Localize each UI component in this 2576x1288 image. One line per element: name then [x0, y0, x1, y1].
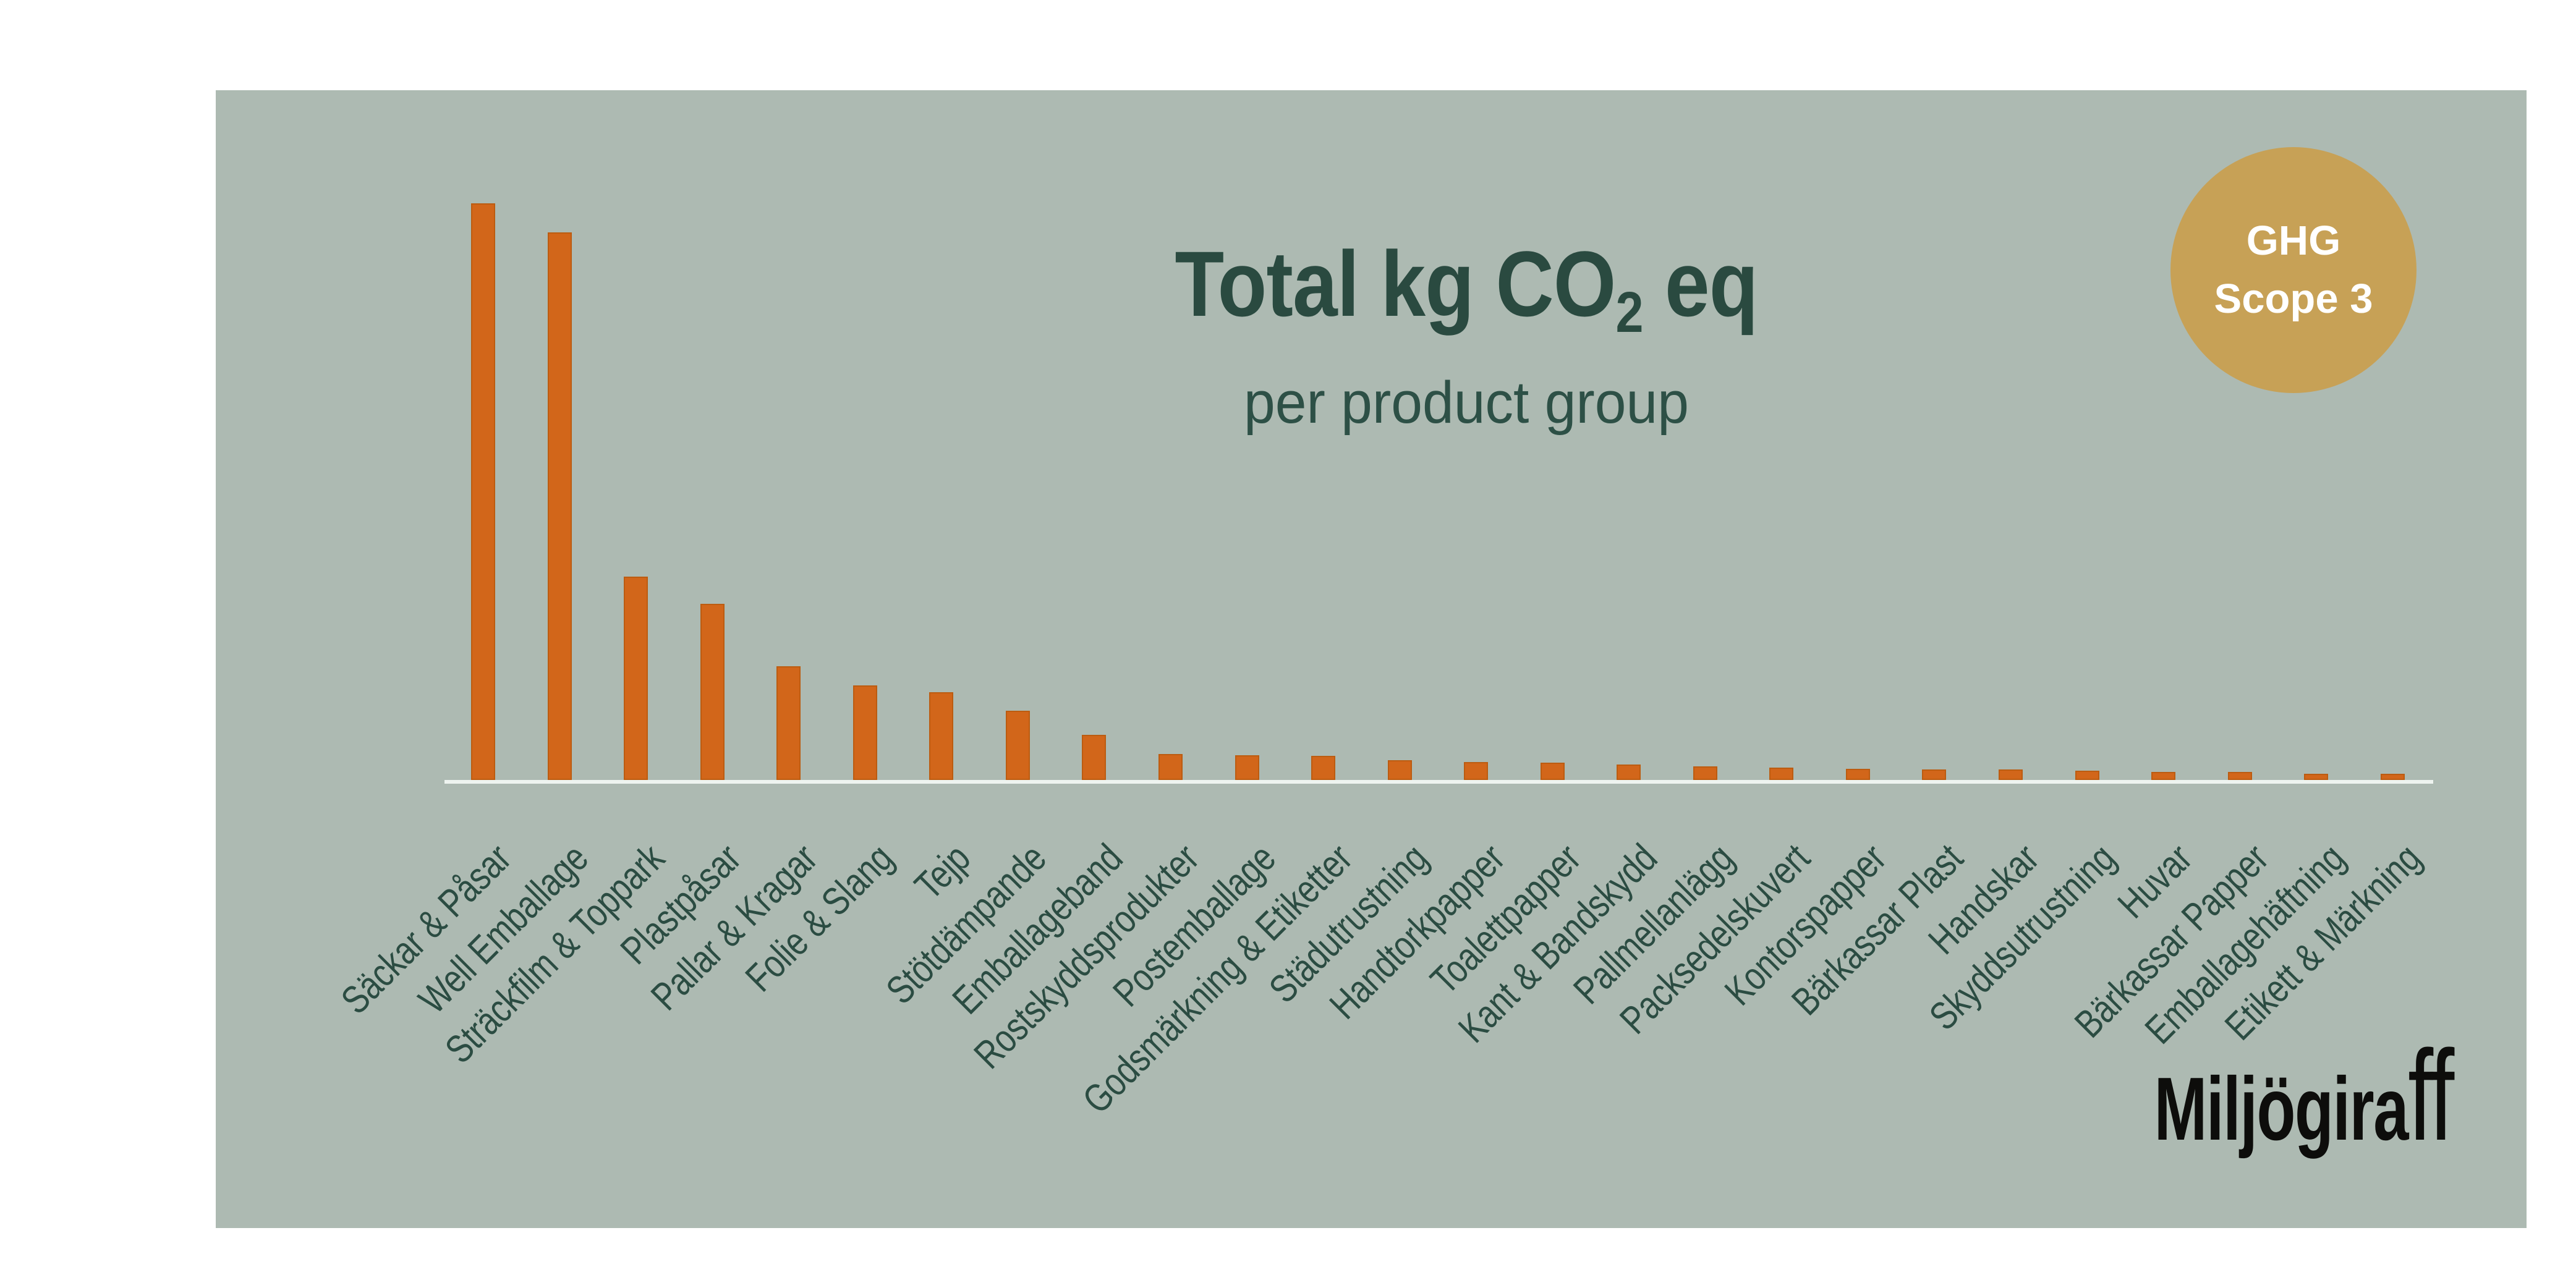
bar	[1769, 768, 1793, 780]
x-axis-label: Pallar & Kragar	[642, 835, 826, 1019]
bar	[1006, 711, 1030, 780]
x-axis-label: Skyddsutrustning	[1920, 835, 2124, 1039]
bar	[1311, 756, 1335, 780]
badge-line-1: GHG	[2246, 218, 2341, 264]
badge-line-2: Scope 3	[2214, 276, 2373, 322]
bar	[624, 577, 648, 780]
bar	[548, 232, 572, 780]
bar	[1999, 769, 2023, 780]
chart-subtitle: per product group	[1244, 370, 1689, 436]
x-axis-label: Godsmärkning & Etiketter	[1074, 835, 1361, 1122]
chart-title-suffix: eq	[1643, 232, 1758, 336]
bar	[1388, 760, 1412, 780]
x-axis-label: Bärkassar Papper	[2065, 835, 2277, 1046]
bar	[1617, 765, 1641, 780]
bar	[2304, 774, 2328, 780]
x-axis-label: Städutrustning	[1260, 835, 1437, 1012]
bar	[471, 203, 495, 780]
bar	[853, 685, 877, 780]
x-axis-label: Toalettpapper	[1422, 835, 1589, 1003]
bar	[2228, 772, 2252, 780]
x-axis-label: Handtorkpapper	[1321, 835, 1513, 1028]
plot-area	[216, 90, 2527, 780]
chart-panel: Säckar & Påsar Well Emballage Sträckfilm &…	[216, 90, 2527, 1228]
x-axis-line	[444, 780, 2433, 784]
chart-title: Total kg CO2 eq	[1175, 237, 1758, 358]
bar	[1922, 769, 1946, 780]
x-axis-label: Bärkassar Plast	[1783, 835, 1971, 1024]
x-axis-label: Handskar	[1919, 835, 2047, 963]
x-axis-label: Sträckfilm & Toppark	[436, 835, 673, 1072]
x-axis-label: Plastpåsar	[611, 835, 749, 973]
x-axis-label: Pallmellanlägg	[1565, 835, 1742, 1013]
bar	[929, 692, 953, 780]
x-axis-label: Säckar & Påsar	[333, 835, 520, 1023]
x-axis-label: Kontorspapper	[1716, 835, 1895, 1014]
bar	[2075, 771, 2099, 780]
logo-text-ff: ff	[2408, 1024, 2454, 1167]
bar	[1541, 763, 1565, 780]
x-axis-label: Postemballage	[1104, 835, 1284, 1015]
x-axis-label: Tejp	[906, 835, 979, 909]
x-axis-label: Well Emballage	[409, 835, 597, 1022]
bar	[1464, 762, 1488, 780]
miljogiraff-logo: Miljögiraff	[2154, 1022, 2455, 1170]
chart-title-subscript: 2	[1615, 280, 1643, 345]
x-axis-label: Rostskyddsprodukter	[965, 835, 1207, 1077]
bar	[2151, 772, 2175, 780]
x-axis-label: Stötdämpande	[877, 835, 1055, 1013]
x-axis-label: Huvar	[2109, 835, 2201, 927]
x-axis-label: Kant & Bandskydd	[1450, 835, 1666, 1051]
bar	[776, 666, 801, 780]
logo-text-main: Miljögira	[2154, 1059, 2409, 1159]
bar	[1693, 766, 1717, 780]
bar	[1158, 754, 1183, 780]
x-axis-label: Emballagehäftning	[2136, 835, 2353, 1053]
chart-title-block: Total kg CO2 eq per product group	[1131, 237, 1801, 433]
ghg-scope3-badge: GHG Scope 3	[2170, 147, 2417, 393]
bar	[1082, 735, 1106, 780]
x-axis-label: Etikett & Märkning	[2216, 835, 2429, 1049]
x-axis-label: Folie & Slang	[737, 835, 902, 1000]
bar	[700, 604, 725, 780]
bar	[1846, 769, 1870, 780]
chart-title-prefix: Total kg CO	[1175, 232, 1616, 336]
bar	[1235, 755, 1259, 780]
x-axis-label: Packsedelskuvert	[1611, 835, 1819, 1043]
bar	[2381, 774, 2405, 780]
x-axis-label: Emballageband	[944, 835, 1131, 1023]
